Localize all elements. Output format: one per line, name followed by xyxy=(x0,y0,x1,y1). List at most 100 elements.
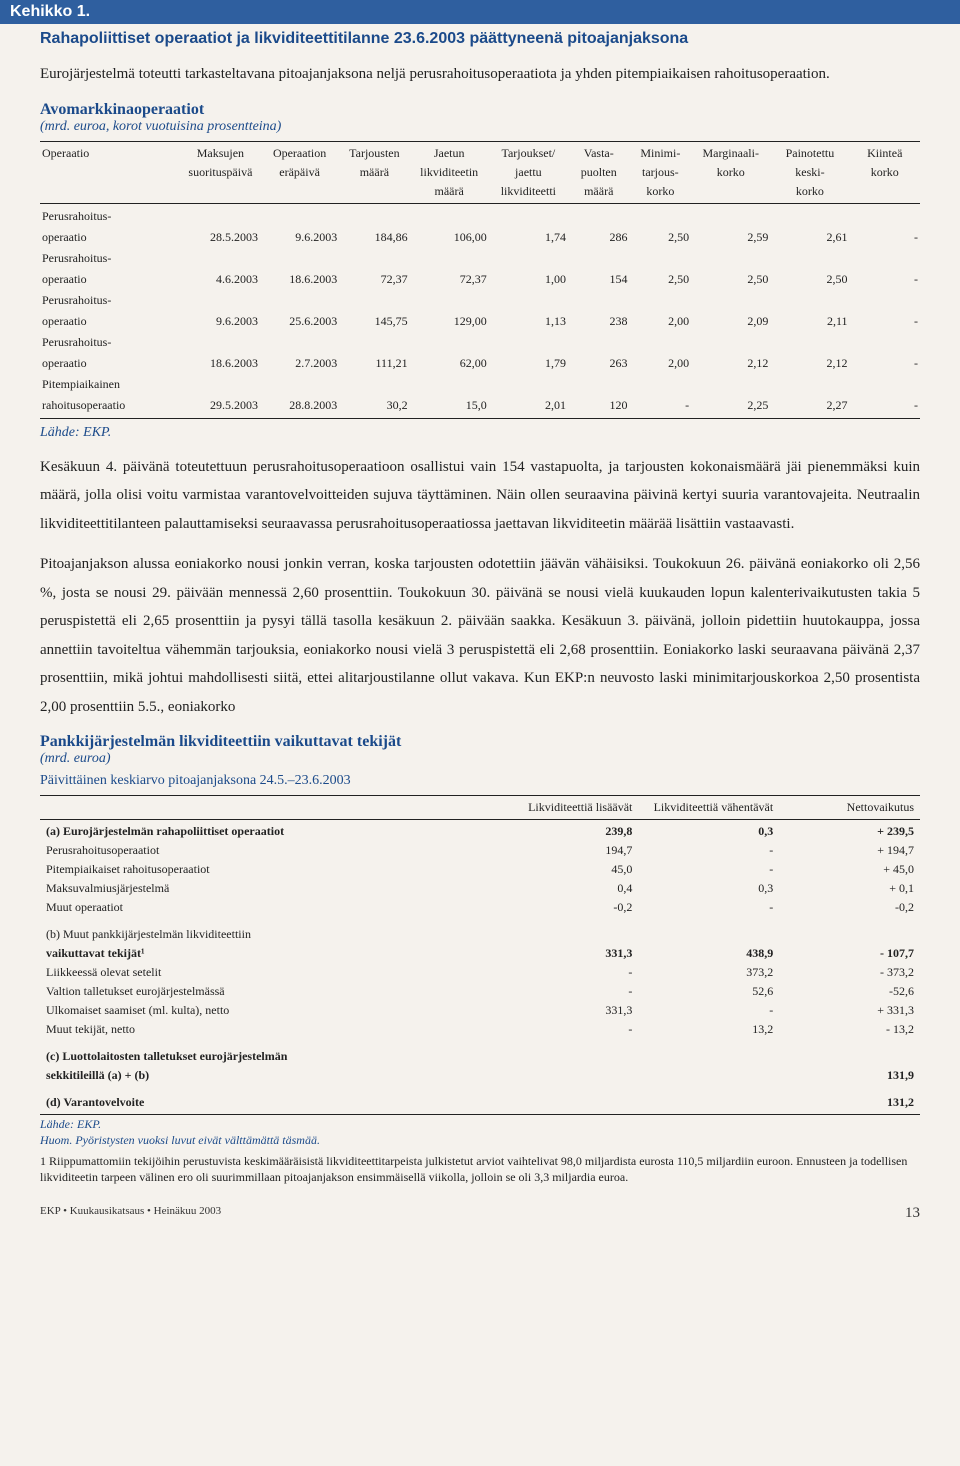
t2-cell xyxy=(498,1039,639,1066)
t1-cell: 29.5.2003 xyxy=(181,395,260,416)
t1-cell: 129,00 xyxy=(410,311,489,332)
box-title: Rahapoliittiset operaatiot ja likviditee… xyxy=(40,30,920,48)
t2-cell: - 373,2 xyxy=(779,963,920,982)
t1-cell: 154 xyxy=(568,269,630,290)
t2-row-label: Perusrahoitusoperaatiot xyxy=(40,841,498,860)
t2-row-label: Valtion talletukset eurojärjestelmässä xyxy=(40,982,498,1001)
para2: Pitoajanjakson alussa eoniakorko nousi j… xyxy=(40,550,920,721)
t1-cell: 1,00 xyxy=(489,269,568,290)
t2-cell xyxy=(498,1085,639,1112)
t2-cell: - xyxy=(498,963,639,982)
t2-cell: 438,9 xyxy=(638,944,779,963)
t1-header-cell: Vasta- xyxy=(568,144,630,163)
t2-cell xyxy=(498,917,639,944)
t2-cell: 0,3 xyxy=(638,879,779,898)
t2-row-label: Ulkomaiset saamiset (ml. kulta), netto xyxy=(40,1001,498,1020)
t1-row-label: operaatio xyxy=(40,227,181,248)
t1-header-cell: Tarjoukset/ xyxy=(489,144,568,163)
t2-cell: 331,3 xyxy=(498,1001,639,1020)
t1-cell: 28.8.2003 xyxy=(260,395,339,416)
t1-cell: 9.6.2003 xyxy=(260,227,339,248)
t1-header-cell: korko xyxy=(770,182,849,201)
rule xyxy=(40,795,920,796)
t1-cell: 2,50 xyxy=(691,269,770,290)
t1-header-cell xyxy=(691,182,770,201)
t2-cell: -0,2 xyxy=(779,898,920,917)
rule xyxy=(40,1114,920,1115)
t1-row-label-top: Perusrahoitus- xyxy=(40,290,181,311)
box-header: Kehikko 1. xyxy=(0,0,960,24)
t1-cell: 2,61 xyxy=(770,227,849,248)
t2-cell xyxy=(638,1085,779,1112)
t2-cell: - xyxy=(498,982,639,1001)
t1-cell: 238 xyxy=(568,311,630,332)
t1-cell: 263 xyxy=(568,353,630,374)
t1-row-label-top: Pitempiaikainen xyxy=(40,374,181,395)
t1-cell: 2,00 xyxy=(630,353,692,374)
t1-header-cell: Marginaali- xyxy=(691,144,770,163)
t2-cell: 13,2 xyxy=(638,1020,779,1039)
t1-cell: 2,11 xyxy=(770,311,849,332)
t1-cell: 2,09 xyxy=(691,311,770,332)
t2-cell: 52,6 xyxy=(638,982,779,1001)
t2-row-label: (c) Luottolaitosten talletukset eurojärj… xyxy=(40,1039,498,1066)
t1-header-cell: likviditeetin xyxy=(410,163,489,182)
t2-cell xyxy=(779,1039,920,1066)
t1-header-cell: Operaation xyxy=(260,144,339,163)
section2-period: Päivittäinen keskiarvo pitoajanjaksona 2… xyxy=(40,773,920,789)
t1-row-label: operaatio xyxy=(40,311,181,332)
t2-cell: + 331,3 xyxy=(779,1001,920,1020)
t2-cell xyxy=(638,1066,779,1085)
t1-cell: 9.6.2003 xyxy=(181,311,260,332)
t1-header-cell: likviditeetti xyxy=(489,182,568,201)
t2-row-label: Muut operaatiot xyxy=(40,898,498,917)
t2-cell: - xyxy=(498,1020,639,1039)
t2-cell: - 13,2 xyxy=(779,1020,920,1039)
t1-cell: 2,25 xyxy=(691,395,770,416)
t1-cell: 72,37 xyxy=(339,269,409,290)
t1-cell: - xyxy=(850,395,920,416)
table1-body: Perusrahoitus-operaatio28.5.20039.6.2003… xyxy=(40,206,920,416)
t1-cell: 2,50 xyxy=(770,269,849,290)
t2-row-label: Maksuvalmiusjärjestelmä xyxy=(40,879,498,898)
t1-header-cell: korko xyxy=(630,182,692,201)
t1-cell: 62,00 xyxy=(410,353,489,374)
t2-cell: + 239,5 xyxy=(779,822,920,841)
t1-header-cell: Tarjousten xyxy=(339,144,409,163)
t2-cell: + 45,0 xyxy=(779,860,920,879)
section2-sub: (mrd. euroa) xyxy=(40,751,920,767)
t1-cell: 30,2 xyxy=(339,395,409,416)
t1-header-cell xyxy=(850,182,920,201)
t1-cell: 2,50 xyxy=(630,269,692,290)
t2-cell: -52,6 xyxy=(779,982,920,1001)
t1-header-cell: Operaatio xyxy=(40,144,181,163)
rule xyxy=(40,819,920,820)
t1-header-cell: tarjous- xyxy=(630,163,692,182)
section1-heading: Avomarkkinaoperaatiot xyxy=(40,101,920,119)
t1-cell: 2.7.2003 xyxy=(260,353,339,374)
rule xyxy=(40,141,920,142)
t2-cell: 0,4 xyxy=(498,879,639,898)
t2-cell: 131,9 xyxy=(779,1066,920,1085)
t2-row-label: Pitempiaikaiset rahoitusoperaatiot xyxy=(40,860,498,879)
section2-heading: Pankkijärjestelmän likviditeettiin vaiku… xyxy=(40,733,920,751)
t2-row-label: vaikuttavat tekijät¹ xyxy=(40,944,498,963)
t1-cell: - xyxy=(850,269,920,290)
t1-cell: 2,27 xyxy=(770,395,849,416)
t1-cell: 25.6.2003 xyxy=(260,311,339,332)
t1-cell: 72,37 xyxy=(410,269,489,290)
para1: Kesäkuun 4. päivänä toteutettuun perusra… xyxy=(40,453,920,539)
t1-cell: - xyxy=(850,311,920,332)
table1-source: Lähde: EKP. xyxy=(40,425,920,441)
t2-cell: -0,2 xyxy=(498,898,639,917)
t1-header-cell xyxy=(40,182,181,201)
footer-page-number: 13 xyxy=(905,1205,920,1222)
t1-cell: - xyxy=(630,395,692,416)
t2-h2: Likviditeettiä vähentävät xyxy=(638,798,779,817)
t1-header-cell xyxy=(181,182,260,201)
t1-cell: 2,00 xyxy=(630,311,692,332)
page-footer: EKP • Kuukausikatsaus • Heinäkuu 2003 13 xyxy=(40,1205,920,1222)
t1-cell: - xyxy=(850,227,920,248)
t1-cell: 286 xyxy=(568,227,630,248)
t1-row-label-top: Perusrahoitus- xyxy=(40,332,181,353)
